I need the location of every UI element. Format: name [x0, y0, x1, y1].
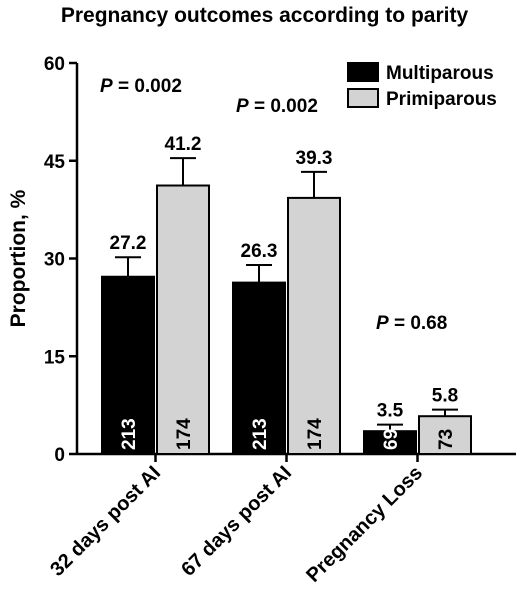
p-value-annotation: P = 0.002: [236, 96, 318, 117]
y-tick-label: 0: [54, 445, 65, 466]
n-label: 69: [381, 429, 402, 450]
n-label: 73: [436, 429, 457, 450]
data-label: 26.3: [241, 241, 278, 262]
n-label: 174: [305, 418, 326, 450]
y-tick-label: 15: [44, 347, 66, 368]
bar-multiparous-1: [232, 281, 286, 455]
data-label: 3.5: [377, 401, 404, 422]
n-label: 213: [250, 418, 271, 450]
data-label: 39.3: [296, 148, 333, 169]
x-tick-label: Pregnancy Loss: [302, 462, 427, 587]
p-value-annotation: P = 0.68: [376, 313, 447, 334]
p-value-annotation: P = 0.002: [100, 76, 182, 97]
y-tick-label: 45: [44, 152, 66, 173]
y-tick-label: 30: [44, 250, 65, 271]
chart-title: Pregnancy outcomes according to parity: [60, 4, 469, 27]
bar-primiparous-2: [418, 415, 472, 456]
x-tick-label: 32 days post AI: [46, 462, 165, 581]
legend-label: Multiparous: [386, 63, 494, 84]
legend-label: Primiparous: [386, 89, 497, 110]
bar-primiparous-0: [156, 184, 210, 455]
data-label: 41.2: [165, 134, 202, 155]
x-tick-label: 67 days post AI: [177, 462, 296, 581]
data-label: 5.8: [432, 386, 458, 407]
bar-primiparous-1: [287, 196, 341, 456]
legend-swatch: [347, 62, 379, 82]
n-label: 213: [119, 418, 140, 450]
data-label: 27.2: [110, 233, 147, 254]
y-tick-label: 60: [44, 54, 65, 75]
legend-swatch: [347, 88, 379, 108]
y-axis-label: Proportion, %: [7, 189, 30, 327]
n-label: 174: [174, 418, 195, 450]
